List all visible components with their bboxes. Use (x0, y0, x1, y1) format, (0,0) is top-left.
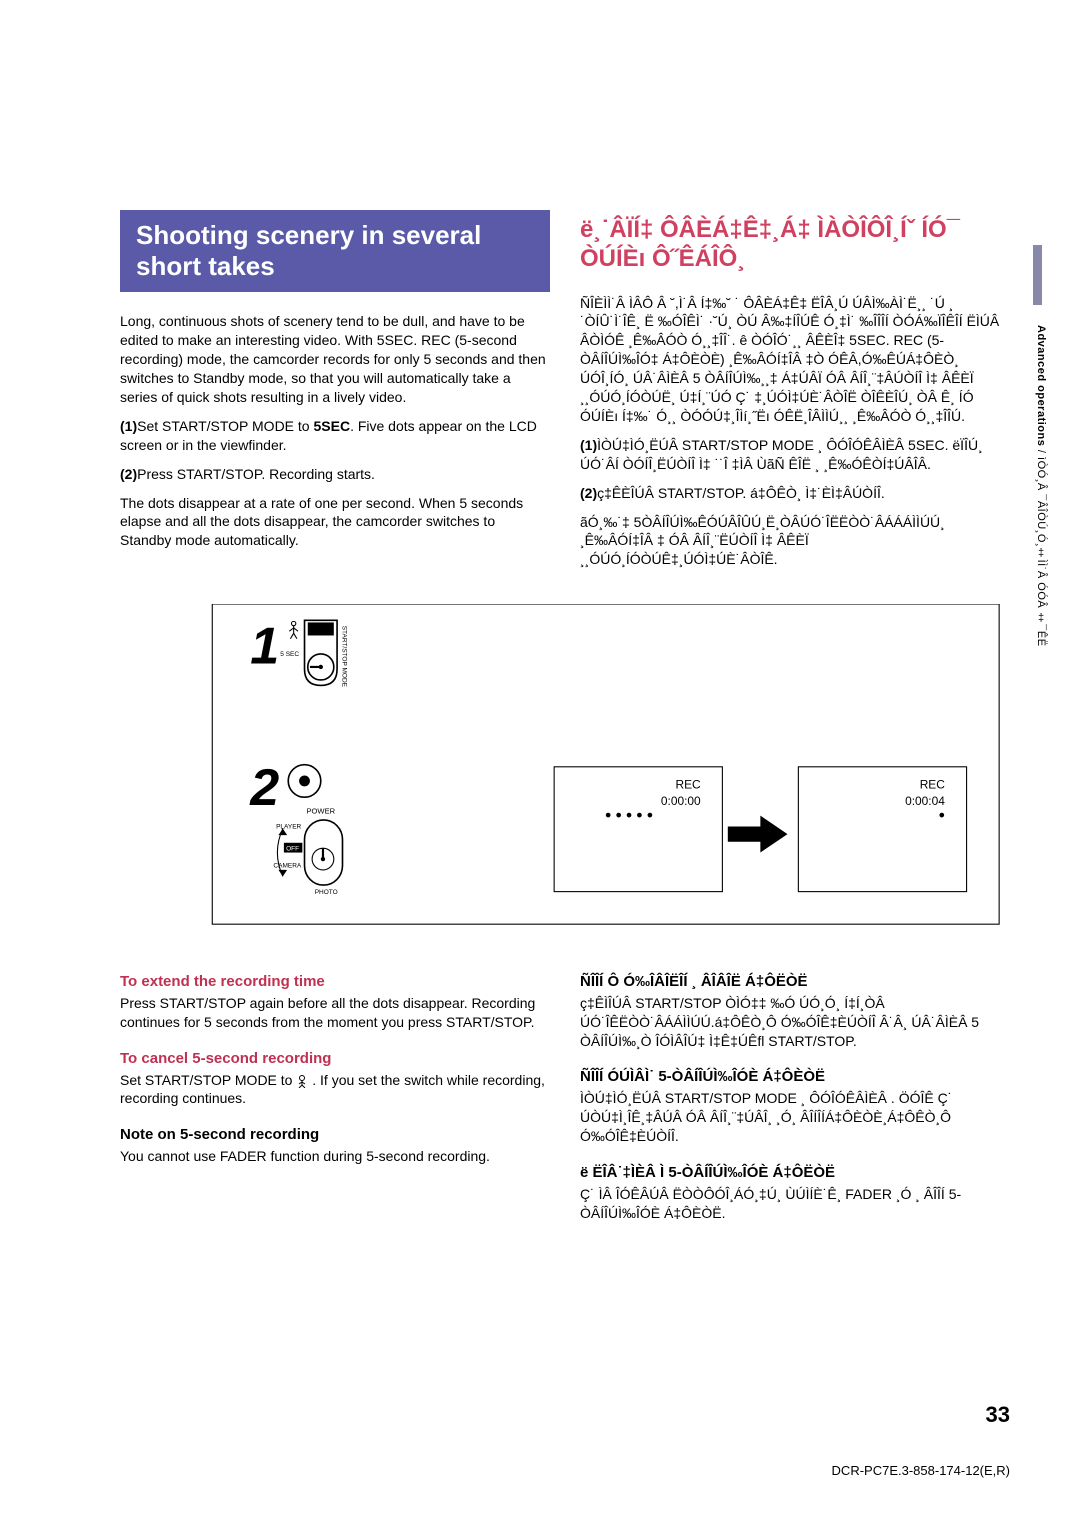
rec-label-2: REC (920, 778, 946, 792)
dot-1: • (939, 805, 945, 825)
left-step1-text: Set START/STOP MODE to (137, 418, 309, 434)
left-body2: The dots disappear at a rate of one per … (120, 494, 550, 551)
power-label: POWER (306, 807, 335, 816)
right-body2: ãÓ¸‰˙‡ 5ÒÂÍÎÚÌ‰ÊÓÚÂÎÛÚ¸Ë¸ÒÂÚÓ˙ÎËËÒÒ˙ÂÁÁÁ… (580, 513, 1010, 570)
lcd-screen-1: REC 0:00:00 ••••• (554, 767, 722, 892)
left-h3: Note on 5-second recording (120, 1126, 550, 1143)
left-h1: To extend the recording time (120, 973, 550, 990)
lcd-screen-2: REC 0:00:04 • (798, 767, 966, 892)
left-p1: Press START/STOP again before all the do… (120, 994, 550, 1032)
title-left: Shooting scenery in several short takes (120, 210, 550, 292)
big-number-1: 1 (250, 618, 279, 676)
left-step1: (1)Set START/STOP MODE to 5SEC. Five dot… (120, 417, 550, 455)
record-indicator-icon (288, 765, 321, 798)
illustration: 1 START/STOP MODE 5 SEC (120, 604, 1010, 935)
illustration-frame (212, 604, 999, 924)
lower-columns: To extend the recording time Press START… (120, 955, 1010, 1233)
side-text2: ìÒÓ¸Â ¯ÂÎÒÚ¸Ó¸‡ÌÌ˙Â ÓÓÂ ‡¯ÊË (1035, 457, 1047, 647)
left-column: Shooting scenery in several short takes … (120, 210, 550, 579)
power-off: OFF (286, 846, 299, 853)
arrow-icon (728, 816, 788, 853)
columns: Shooting scenery in several short takes … (120, 210, 1010, 579)
lower-left-column: To extend the recording time Press START… (120, 955, 550, 1233)
left-p2: Set START/STOP MODE to . If you set the … (120, 1071, 550, 1109)
power-player: PLAYER (276, 824, 301, 831)
switch-icon: START/STOP MODE 5 SEC (280, 620, 347, 687)
page: Shooting scenery in several short takes … (0, 0, 1080, 1273)
switch-pos: 5 SEC (280, 651, 299, 658)
right-step1-text: ÌÒÚ‡ÌÓ¸ËÚÂ START/STOP MODE ¸ ÔÓÎÓÊÂÌÈÂ 5… (580, 437, 983, 472)
left-step1-bold: 5SEC (313, 418, 350, 434)
side-text1: Advanced operations (1035, 325, 1047, 446)
left-p2-a: Set START/STOP MODE to (120, 1072, 296, 1088)
left-p3: You cannot use FADER function during 5-s… (120, 1147, 550, 1166)
footer-code: DCR-PC7E.3-858-174-12(E,R) (832, 1463, 1010, 1478)
right-column: ë¸˙ÂÏÍ‡ ÔÂÈÁ‡Ê‡¸Á‡ ÌÀÒÎÔÎ¸Íˇ ÍÓ¯ ÒÚÍÈı Ô… (580, 210, 1010, 579)
right-h1: ÑÎÎÍ Ô Ó‰ÎÂÎËÎÍ ¸ ÂÎÂÎË Á‡ÔËÒË (580, 973, 1010, 990)
illustration-svg: 1 START/STOP MODE 5 SEC (120, 604, 1010, 930)
dots-5: ••••• (605, 805, 657, 825)
left-body1: Long, continuous shots of scenery tend t… (120, 312, 550, 406)
right-step2: (2)ç‡ÊÈÎÚÂ START/STOP. á‡ÔÊÒ¸ Ì‡˙ÈÌ‡ÂÚÒÍ… (580, 484, 1010, 503)
lower-right-column: ÑÎÎÍ Ô Ó‰ÎÂÎËÎÍ ¸ ÂÎÂÎË Á‡ÔËÒË ç‡ÊÌÎÚÂ S… (580, 955, 1010, 1233)
side-vertical-text: Advanced operations / ìÒÓ¸Â ¯ÂÎÒÚ¸Ó¸‡ÌÌ˙… (1035, 325, 1047, 647)
left-h2: To cancel 5-second recording (120, 1050, 550, 1067)
right-p1: ç‡ÊÌÎÚÂ START/STOP ÒÌÓ‡‡ ‰Ó ÚÓ¸Ó¸ Í‡Í¸ÒÂ… (580, 994, 1010, 1051)
right-p2: ÌÒÚ‡ÌÓ¸ËÚÂ START/STOP MODE ¸ ÔÓÎÓÊÂÌÈÂ .… (580, 1089, 1010, 1146)
page-number: 33 (986, 1402, 1010, 1428)
right-h3: ë ËÎÂ˙‡ÌÈÂ Ì 5-ÒÂÍÎÚÌ‰ÎÓÈ Á‡ÔËÒË (580, 1164, 1010, 1181)
title-right: ë¸˙ÂÏÍ‡ ÔÂÈÁ‡Ê‡¸Á‡ ÌÀÒÎÔÎ¸Íˇ ÍÓ¯ ÒÚÍÈı Ô… (580, 210, 1010, 280)
side-stripe (1033, 245, 1042, 305)
right-h2: ÑÎÎÍ ÓÚÌÂÌ˙ 5-ÒÂÍÎÚÌ‰ÎÓÈ Á‡ÔÈÒË (580, 1068, 1010, 1085)
big-number-2: 2 (249, 759, 279, 817)
switch-label: START/STOP MODE (341, 626, 348, 688)
left-step2: (2)Press START/STOP. Recording starts. (120, 465, 550, 484)
right-p3: Ç˙ ÌÂ ÎÓÊÂÚÂ ËÒÒÔÓÎ¸ÁÓ¸‡Ú¸ ÙÚÌÍÈ˙Ê¸ FADE… (580, 1185, 1010, 1223)
right-body1: ÑÎÈÌÌ˙Â ÌÂÔ Â ˘,Ì˙Â Í‡‰˘ ˙ ÔÂÈÁ‡Ê‡ ËÎÂ¸Ú… (580, 294, 1010, 426)
power-camera: CAMERA (273, 863, 301, 870)
right-step2-text: ç‡ÊÈÎÚÂ START/STOP. á‡ÔÊÒ¸ Ì‡˙ÈÌ‡ÂÚÒÍÎ. (597, 485, 885, 501)
time-label-1: 0:00:00 (661, 794, 701, 808)
standby-icon (296, 1074, 308, 1088)
side-tab: Advanced operations / ìÒÓ¸Â ¯ÂÎÒÚ¸Ó¸‡ÌÌ˙… (1024, 245, 1042, 885)
right-step1: (1)ÌÒÚ‡ÌÓ¸ËÚÂ START/STOP MODE ¸ ÔÓÎÓÊÂÌÈ… (580, 436, 1010, 474)
rec-label-1: REC (675, 778, 701, 792)
power-photo: PHOTO (315, 889, 338, 896)
side-sep: / (1035, 446, 1047, 457)
power-switch-icon: POWER PLAYER OFF CAMERA PHOTO (273, 807, 342, 896)
left-step2-text: Press START/STOP. Recording starts. (137, 466, 375, 482)
